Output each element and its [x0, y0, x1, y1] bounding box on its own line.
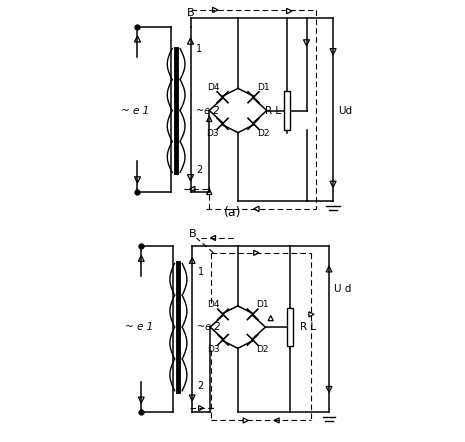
Text: ~ e 1: ~ e 1: [121, 106, 149, 115]
Text: 2: 2: [198, 381, 204, 392]
Bar: [284, 91, 290, 130]
Text: D1: D1: [257, 83, 269, 91]
Text: D3: D3: [206, 129, 219, 138]
Text: R L: R L: [300, 322, 317, 332]
Text: D2: D2: [256, 345, 268, 354]
Bar: [287, 308, 293, 346]
Text: D3: D3: [207, 345, 220, 354]
Text: U d: U d: [334, 284, 352, 294]
Text: ~e 2: ~e 2: [196, 106, 219, 115]
Text: Ud: Ud: [339, 106, 353, 115]
Text: R L: R L: [266, 106, 281, 115]
Text: D2: D2: [257, 129, 269, 138]
Text: B: B: [186, 8, 194, 18]
Text: 1: 1: [196, 44, 202, 53]
Text: 1: 1: [198, 267, 204, 277]
Text: D4: D4: [207, 83, 219, 91]
Text: ~ e 1: ~ e 1: [125, 322, 153, 332]
Text: B: B: [188, 229, 196, 239]
Text: D4: D4: [207, 300, 220, 309]
Text: 2: 2: [196, 165, 202, 175]
Text: D1: D1: [256, 300, 268, 309]
Text: ~e 2: ~e 2: [198, 322, 221, 332]
Text: (a): (a): [224, 206, 241, 219]
